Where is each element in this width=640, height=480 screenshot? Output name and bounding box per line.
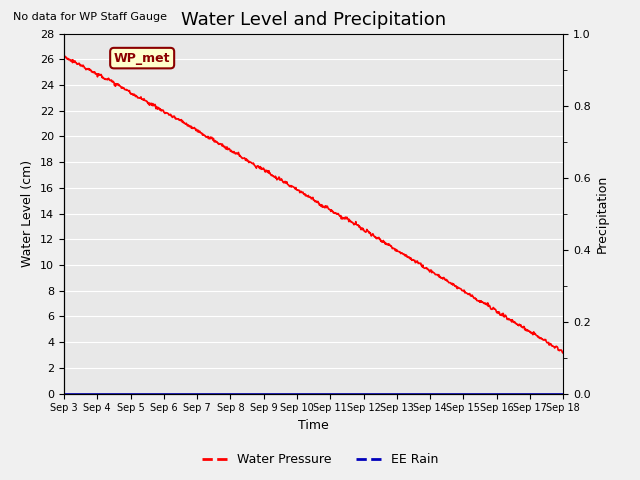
EE Rain	[262, 391, 269, 396]
Water Pressure	[262, 169, 269, 175]
Water Pressure	[449, 281, 457, 287]
Text: WP_met: WP_met	[114, 51, 170, 65]
Water Pressure	[559, 350, 567, 356]
Water Pressure	[458, 288, 466, 294]
Water Pressure	[111, 81, 119, 87]
Text: No data for WP Staff Gauge: No data for WP Staff Gauge	[13, 12, 167, 22]
EE Rain	[458, 391, 466, 396]
EE Rain	[280, 391, 288, 396]
Y-axis label: Water Level (cm): Water Level (cm)	[22, 160, 35, 267]
Water Pressure	[403, 252, 411, 258]
Title: Water Level and Precipitation: Water Level and Precipitation	[181, 11, 446, 29]
Legend: Water Pressure, EE Rain: Water Pressure, EE Rain	[196, 448, 444, 471]
Y-axis label: Precipitation: Precipitation	[596, 174, 609, 253]
Line: Water Pressure: Water Pressure	[64, 56, 563, 353]
EE Rain	[449, 391, 457, 396]
EE Rain	[111, 391, 119, 396]
EE Rain	[403, 391, 411, 396]
EE Rain	[559, 391, 567, 396]
X-axis label: Time: Time	[298, 419, 329, 432]
Water Pressure	[60, 53, 68, 59]
Water Pressure	[280, 180, 288, 186]
EE Rain	[60, 391, 68, 396]
